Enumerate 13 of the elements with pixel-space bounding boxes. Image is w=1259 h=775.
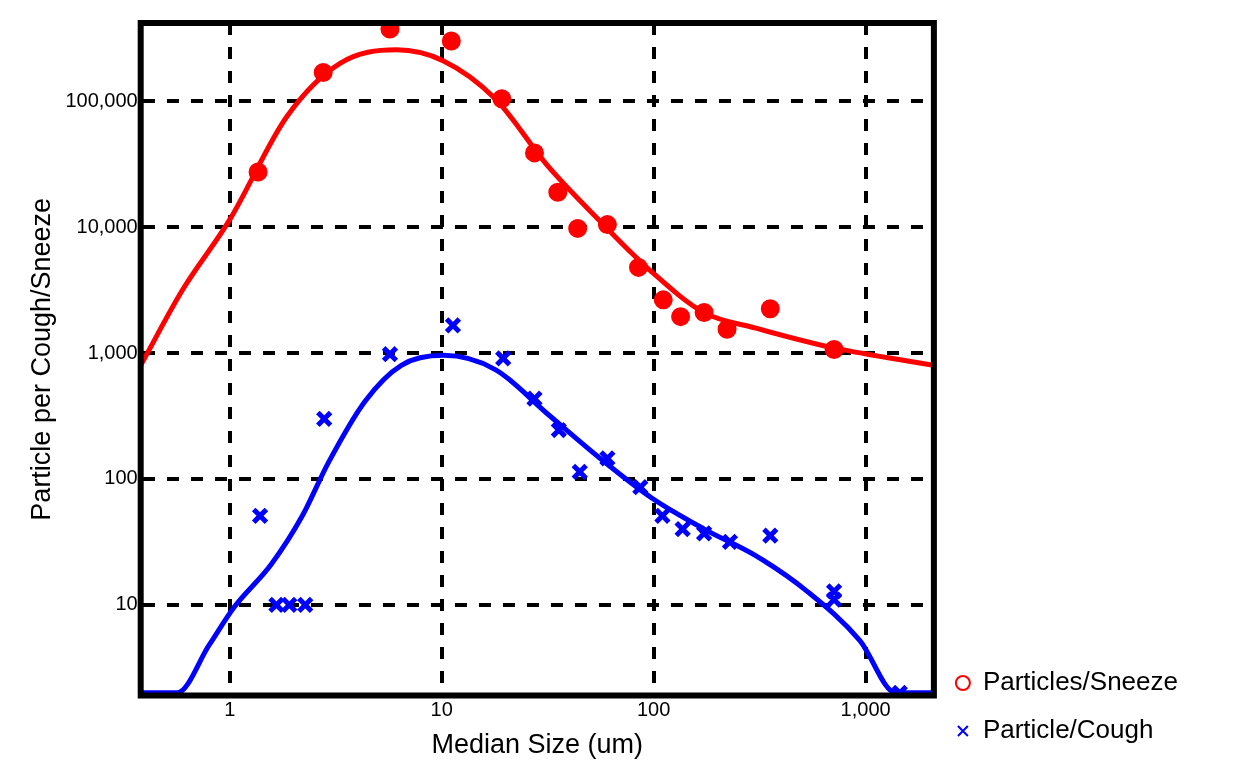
x-tick-label: 10 [430, 698, 453, 721]
y-axis-title: Particle per Cough/Sneeze [25, 197, 56, 521]
x-tick-label: 1 [224, 698, 236, 721]
y-tick-label: 1,000 [87, 340, 138, 363]
y-tick-label: 10 [115, 592, 138, 615]
y-tick-label: 10,000 [76, 214, 138, 237]
x-axis-title: Median Size (um) [431, 729, 644, 760]
x-tick-label: 1,000 [840, 698, 891, 721]
y-tick-label: 100 [104, 466, 138, 489]
legend-label: Particles/Sneeze [982, 666, 1179, 697]
legend-label: Particle/Cough [982, 714, 1154, 745]
y-tick-label: 100,000 [65, 88, 138, 111]
x-tick-label: 100 [636, 698, 671, 721]
